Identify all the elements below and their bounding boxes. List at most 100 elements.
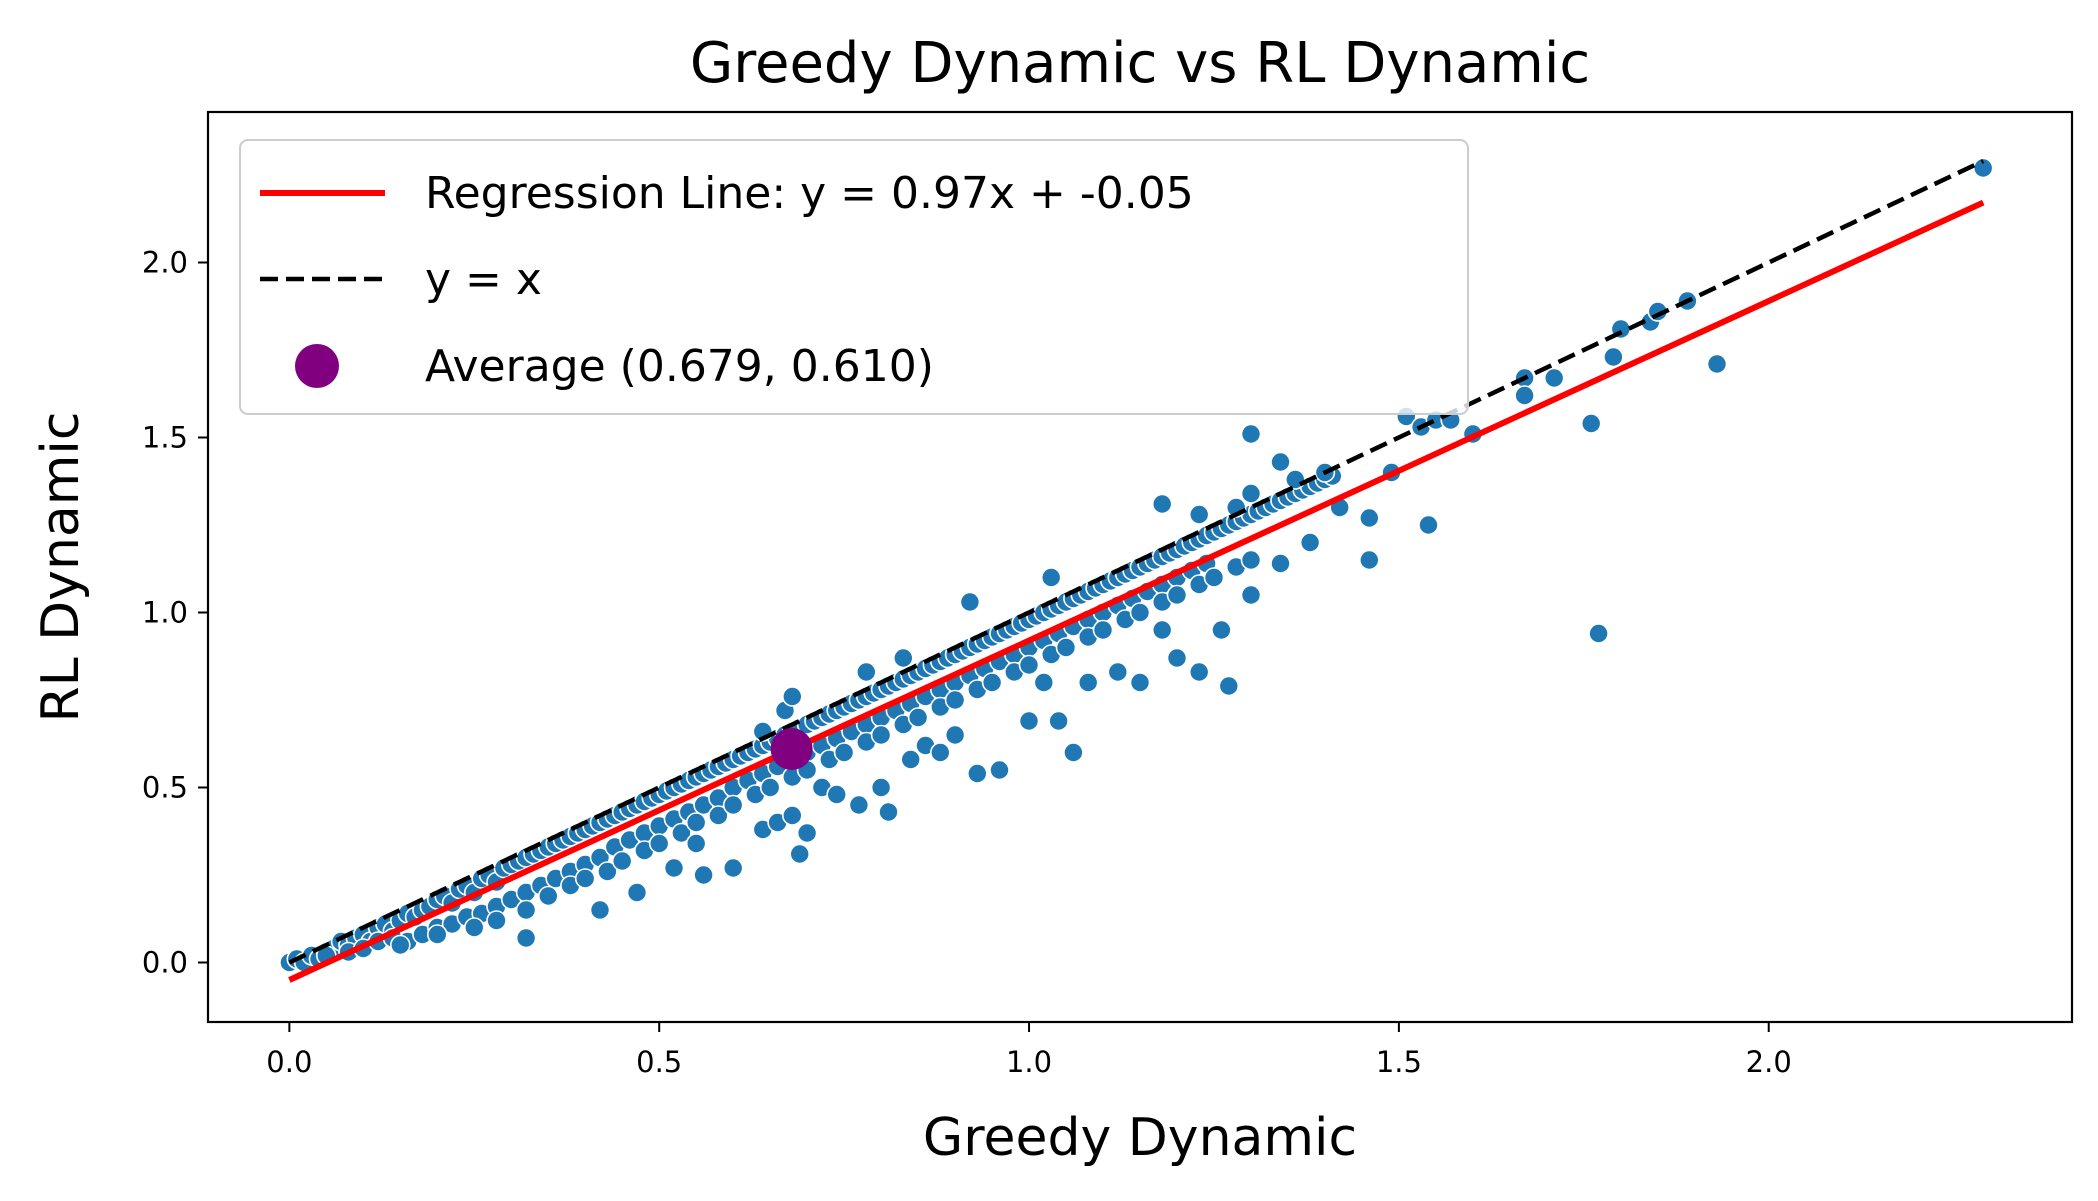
legend-identity-label: y = x xyxy=(425,254,542,305)
scatter-point xyxy=(855,661,877,683)
scatter-point xyxy=(1055,637,1077,658)
scatter-point xyxy=(1092,619,1114,641)
x-tick-label: 2.0 xyxy=(1746,1045,1792,1079)
scatter-point xyxy=(966,763,988,784)
scatter-point xyxy=(781,686,803,707)
scatter-point xyxy=(1166,647,1188,669)
regression-line xyxy=(288,199,1985,983)
scatter-point xyxy=(878,801,899,823)
scatter-point xyxy=(1285,469,1306,490)
scatter-point xyxy=(515,927,537,949)
scatter-point xyxy=(870,724,892,746)
scatter-point xyxy=(981,672,1003,693)
scatter-point xyxy=(959,591,981,613)
scatter-point xyxy=(944,724,966,746)
scatter-point xyxy=(1151,493,1173,515)
scatter-point xyxy=(1706,353,1728,375)
scatter-point xyxy=(759,777,781,798)
y-tick-label: 1.0 xyxy=(142,596,188,630)
scatter-point xyxy=(1543,367,1565,389)
scatter-point xyxy=(1588,623,1609,644)
scatter-point xyxy=(1018,710,1040,732)
scatter-points xyxy=(279,157,1994,973)
scatter-point xyxy=(722,794,744,816)
scatter-point xyxy=(1129,672,1151,693)
scatter-point xyxy=(1240,584,1262,606)
legend-regression-label: Regression Line: y = 0.97x + -0.05 xyxy=(425,168,1194,219)
average-point xyxy=(770,728,813,770)
scatter-point xyxy=(1151,619,1173,641)
scatter-point xyxy=(722,857,744,879)
scatter-point xyxy=(426,924,448,945)
scatter-point xyxy=(833,742,855,763)
x-tick-label: 1.5 xyxy=(1376,1045,1422,1079)
scatter-point xyxy=(870,777,892,798)
scatter-point xyxy=(486,910,507,931)
scatter-point xyxy=(589,899,611,921)
scatter-point xyxy=(685,812,707,833)
scatter-point xyxy=(1418,514,1439,536)
scatter-point xyxy=(1211,619,1232,641)
scatter-point xyxy=(1063,742,1084,763)
scatter-point xyxy=(989,759,1010,781)
scatter-point xyxy=(1514,385,1535,406)
scatter-point xyxy=(944,689,966,711)
x-tick-label: 1.0 xyxy=(1006,1045,1052,1079)
scatter-point xyxy=(1129,602,1151,623)
scatter-point xyxy=(1603,346,1624,368)
legend-average-swatch xyxy=(295,344,339,388)
legend: Regression Line: y = 0.97x + -0.05 y = x… xyxy=(239,139,1469,415)
scatter-point xyxy=(708,805,729,826)
plot-frame xyxy=(206,110,2074,1024)
scatter-point xyxy=(537,885,559,907)
scatter-point xyxy=(1188,504,1210,525)
scatter-point xyxy=(848,794,870,816)
scatter-point xyxy=(1270,451,1291,473)
scatter-point xyxy=(1033,672,1055,693)
scatter-point xyxy=(574,868,596,889)
scatter-point xyxy=(1018,654,1040,676)
scatter-point xyxy=(663,857,685,879)
scatter-point xyxy=(671,822,692,844)
legend-average-label: Average (0.679, 0.610) xyxy=(425,341,934,392)
scatter-point xyxy=(1359,507,1380,529)
scatter-point xyxy=(796,822,818,844)
legend-box xyxy=(239,139,1469,415)
scatter-point xyxy=(648,833,670,854)
scatter-point xyxy=(826,784,848,805)
scatter-point xyxy=(463,917,485,938)
scatter-point xyxy=(693,864,714,886)
scatter-point xyxy=(1107,661,1129,683)
scatter-point xyxy=(1040,567,1062,588)
y-tick-label: 2.0 xyxy=(142,246,188,280)
scatter-point xyxy=(892,647,914,669)
y-axis-ticks: 0.0 0.5 1.0 1.5 2.0 xyxy=(142,246,208,980)
scatter-point xyxy=(789,843,811,865)
scatter-point xyxy=(1077,672,1099,693)
scatter-point xyxy=(1188,661,1210,683)
scatter-point xyxy=(1218,675,1240,697)
scatter-point xyxy=(515,899,537,921)
x-axis-label: Greedy Dynamic xyxy=(923,1108,1357,1168)
scatter-point xyxy=(1240,423,1262,445)
x-tick-label: 0.0 xyxy=(266,1045,312,1079)
y-tick-label: 0.5 xyxy=(142,771,188,805)
scatter-point xyxy=(1270,553,1291,574)
scatter-point xyxy=(1240,549,1262,571)
scatter-point xyxy=(611,850,633,872)
y-tick-label: 1.5 xyxy=(142,421,188,455)
x-tick-label: 0.5 xyxy=(636,1045,682,1079)
y-axis-label: RL Dynamic xyxy=(31,412,91,723)
scatter-point xyxy=(1359,549,1380,571)
identity-line xyxy=(288,158,1985,965)
scatter-point xyxy=(597,861,618,882)
scatter-point xyxy=(1048,710,1069,732)
scatter-point xyxy=(781,805,803,826)
scatter-point xyxy=(626,882,648,903)
scatter-point xyxy=(1299,532,1321,553)
scatter-point xyxy=(1240,483,1262,504)
scatter-point xyxy=(907,707,929,728)
scatter-point xyxy=(389,934,411,956)
plot-area xyxy=(279,157,1994,983)
